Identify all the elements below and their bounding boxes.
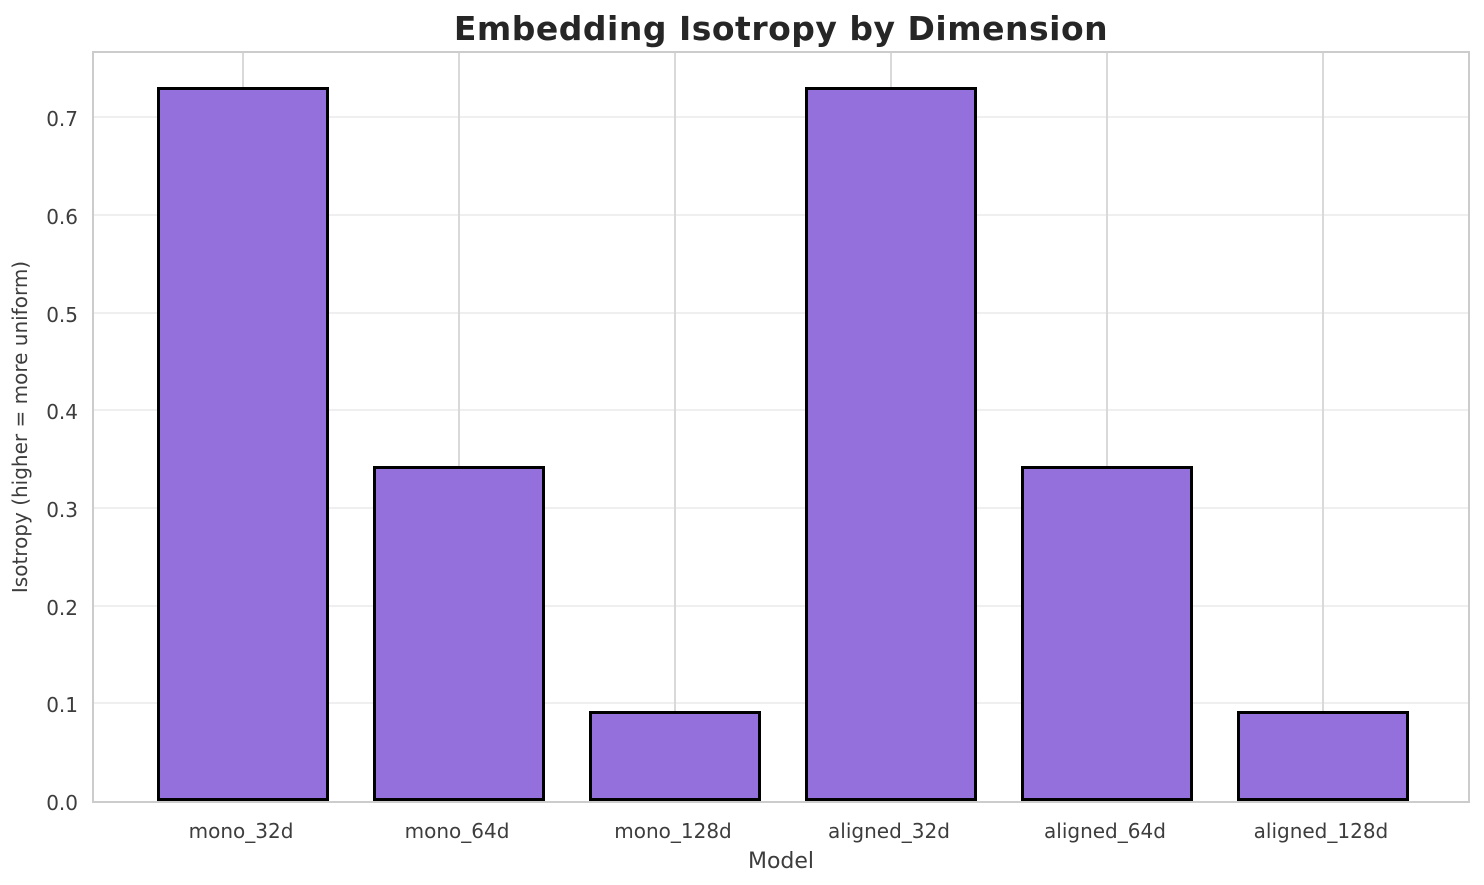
h-gridline	[94, 604, 1468, 607]
y-tick-label: 0.5	[46, 302, 78, 327]
chart-title: Embedding Isotropy by Dimension	[453, 9, 1109, 48]
x-tick-label: aligned_32d	[828, 819, 950, 843]
bar-mono_32d	[156, 87, 330, 801]
y-tick-label: 0.4	[46, 400, 78, 425]
h-gridline	[94, 116, 1468, 119]
h-gridline	[94, 507, 1468, 510]
v-gridline	[1105, 53, 1108, 801]
y-tick-label: 0.0	[46, 791, 78, 815]
v-gridline	[674, 53, 676, 801]
x-tick-label: aligned_128d	[1253, 819, 1389, 843]
x-tick-label: mono_128d	[614, 819, 732, 843]
bar-aligned_128d	[1236, 711, 1410, 801]
bar-aligned_64d	[1020, 466, 1194, 801]
x-tick-label: mono_32d	[188, 819, 294, 843]
x-tick-label: mono_64d	[404, 819, 510, 843]
y-tick-label: 0.6	[46, 205, 78, 230]
bar-mono_64d	[372, 466, 546, 801]
h-gridline	[94, 311, 1468, 314]
h-gridline	[94, 702, 1468, 705]
bar-mono_128d	[588, 711, 762, 801]
v-gridline	[458, 53, 461, 801]
plot-area	[92, 51, 1470, 803]
h-gridline	[94, 214, 1468, 217]
y-tick-label: 0.3	[46, 498, 78, 522]
h-gridline	[94, 409, 1468, 412]
bar-aligned_32d	[804, 87, 978, 801]
y-tick-label: 0.2	[46, 595, 78, 620]
v-gridline	[1321, 53, 1324, 801]
x-axis-label: Model	[747, 849, 815, 874]
x-tick-label: aligned_64d	[1044, 819, 1166, 843]
y-tick-label: 0.1	[46, 693, 78, 718]
y-tick-label: 0.7	[46, 107, 78, 132]
